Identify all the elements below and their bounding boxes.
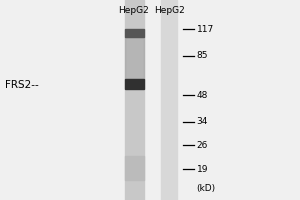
Bar bbox=[124, 29, 144, 37]
Text: 85: 85 bbox=[196, 51, 208, 60]
Bar bbox=[124, 37, 144, 79]
Text: FRS2--: FRS2-- bbox=[5, 80, 39, 90]
Text: 117: 117 bbox=[196, 24, 214, 33]
Text: 48: 48 bbox=[196, 90, 208, 99]
Bar bbox=[124, 0, 144, 200]
Text: 26: 26 bbox=[196, 140, 208, 149]
Text: (kD): (kD) bbox=[196, 184, 216, 194]
Text: 19: 19 bbox=[196, 164, 208, 173]
Text: HepG2: HepG2 bbox=[154, 6, 185, 15]
Bar bbox=[160, 0, 177, 200]
Text: HepG2: HepG2 bbox=[118, 6, 149, 15]
Text: 34: 34 bbox=[196, 117, 208, 127]
Bar bbox=[124, 156, 144, 180]
Bar bbox=[124, 79, 144, 89]
